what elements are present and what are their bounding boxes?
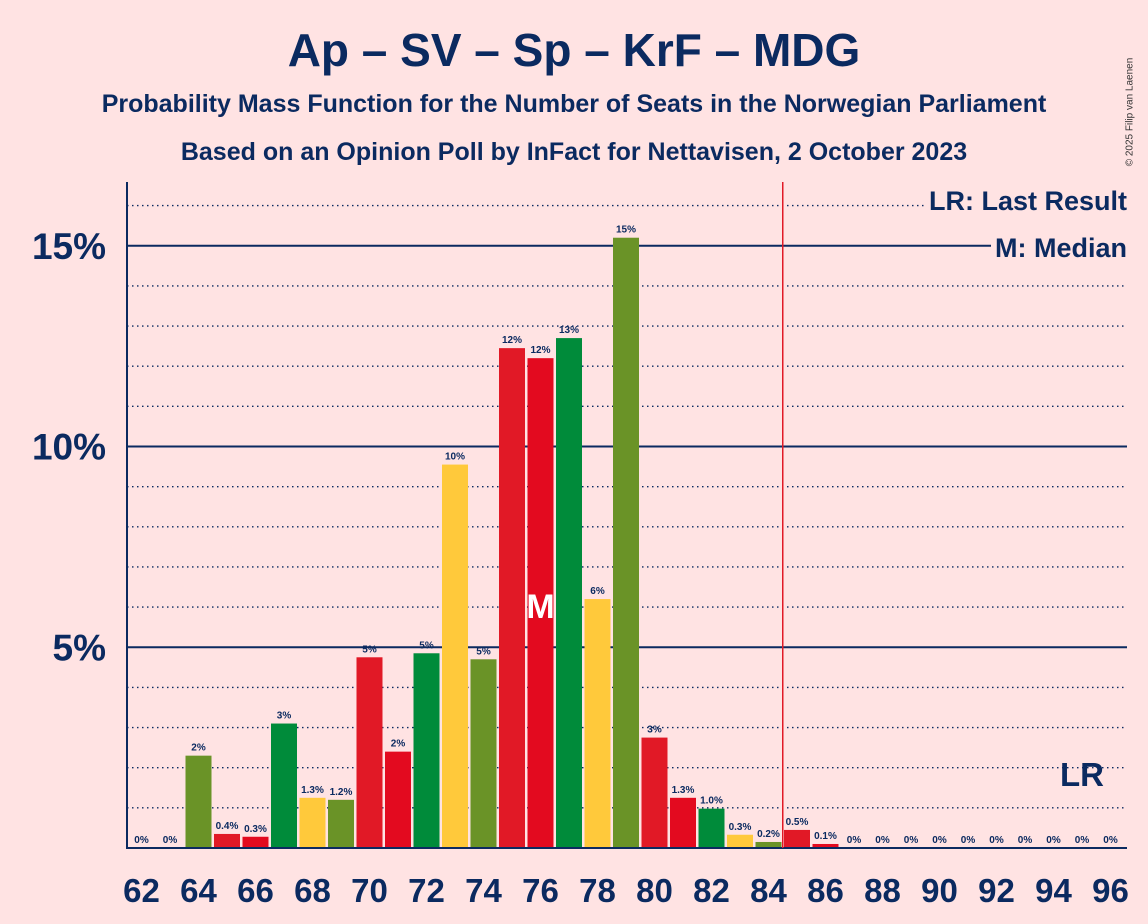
legend-last-result: LR: Last Result [929, 186, 1127, 216]
bar-seat-73 [442, 464, 468, 848]
bar-value-labels: 0% 0% 2% 0.4% 0.3% 3% 1.3% 1.2% 5% 2% 5% 10% 5% 12% 12… [134, 225, 1118, 846]
bar-seat-68 [299, 797, 326, 848]
bar-value-label: 1.3% [672, 785, 695, 796]
bar-value-label: 0% [1018, 835, 1033, 846]
bar-value-label: 5% [476, 646, 491, 657]
x-tick-label: 80 [636, 872, 673, 909]
x-tick-label: 96 [1092, 872, 1129, 909]
bar-value-label: 0% [1046, 835, 1061, 846]
markers: M LR [526, 182, 1104, 848]
chart-subtitle-method: Probability Mass Function for the Number… [101, 90, 1047, 118]
bar-value-label: 0% [1075, 835, 1090, 846]
x-tick-label: 70 [351, 872, 388, 909]
bar-value-label: 1.2% [330, 787, 353, 798]
bar-value-label: 13% [559, 325, 579, 336]
bar-seat-84 [755, 841, 782, 848]
x-tick-label: 82 [693, 872, 730, 909]
bar-value-label: 0% [989, 835, 1004, 846]
bar-value-label: 5% [362, 644, 377, 655]
bar-seat-74 [470, 659, 497, 848]
chart-subtitle-poll: Based on an Opinion Poll by InFact for N… [180, 138, 968, 166]
bar-seat-72 [413, 653, 440, 848]
x-tick-label: 68 [294, 872, 331, 909]
x-tick-label: 76 [522, 872, 559, 909]
chart-title: Ap – SV – Sp – KrF – MDG [287, 24, 861, 76]
bar-value-label: 12% [530, 345, 550, 356]
bar-value-label: 0% [875, 835, 890, 846]
bar-seat-76 [527, 358, 554, 848]
bar-value-label: 3% [277, 711, 292, 722]
legend-backdrop [924, 186, 1127, 216]
median-marker: M [526, 588, 554, 626]
y-tick-label: 5% [53, 627, 106, 668]
x-tick-label: 86 [807, 872, 844, 909]
bar-value-label: 1.0% [700, 796, 723, 807]
last-result-marker: LR [1060, 756, 1104, 793]
x-tick-label: 66 [237, 872, 274, 909]
bar-value-label: 0.3% [244, 824, 267, 835]
x-tick-label: 92 [978, 872, 1015, 909]
bar-value-label: 0.2% [757, 829, 780, 840]
bar-value-label: 1.3% [301, 785, 324, 796]
bar-seat-77 [556, 338, 582, 848]
bars [185, 237, 839, 849]
bar-seat-66 [242, 836, 269, 848]
x-tick-label: 62 [123, 872, 160, 909]
bar-seat-64 [185, 755, 212, 848]
x-tick-label: 90 [921, 872, 958, 909]
bar-seat-85 [784, 829, 810, 848]
y-tick-label: 10% [32, 427, 106, 468]
bar-seat-80 [641, 737, 668, 848]
bar-value-label: 0% [847, 835, 862, 846]
x-tick-label: 74 [465, 872, 502, 909]
bar-seat-71 [385, 751, 411, 848]
bar-seat-67 [271, 723, 297, 848]
bar-value-label: 12% [502, 335, 522, 346]
bar-value-label: 2% [191, 743, 206, 754]
bar-seat-75 [499, 348, 525, 848]
bar-seat-78 [584, 599, 611, 848]
bar-seat-82 [698, 808, 725, 848]
x-tick-label: 94 [1035, 872, 1072, 909]
x-tick-label: 64 [180, 872, 217, 909]
bar-seat-70 [356, 657, 383, 848]
x-tick-label: 72 [408, 872, 445, 909]
legend-median: M: Median [995, 233, 1127, 263]
bar-value-label: 0% [134, 835, 149, 846]
bar-value-label: 5% [419, 640, 434, 651]
bar-value-label: 0% [932, 835, 947, 846]
bar-value-label: 0% [163, 835, 178, 846]
bar-value-label: 0% [1103, 835, 1118, 846]
bar-value-label: 6% [590, 586, 605, 597]
x-tick-label: 88 [864, 872, 901, 909]
bar-seat-65 [214, 833, 240, 848]
bar-value-label: 0.3% [729, 822, 752, 833]
bar-value-label: 0.1% [814, 831, 837, 842]
axes: 5% 10% 15% 62 64 66 68 70 72 74 76 78 80 82 84 86 88 90 92… [32, 182, 1129, 909]
bar-seat-83 [727, 834, 753, 848]
bar-value-label: 0.4% [216, 821, 239, 832]
bar-seat-81 [670, 797, 696, 848]
bar-value-label: 3% [647, 725, 662, 736]
y-tick-label: 15% [32, 226, 106, 267]
bar-value-label: 0% [904, 835, 919, 846]
bar-seat-86 [812, 843, 839, 848]
bar-seat-69 [328, 799, 354, 848]
bar-value-label: 10% [445, 452, 465, 463]
bar-seat-79 [613, 237, 639, 849]
bar-value-label: 15% [616, 225, 636, 236]
bar-value-label: 0.5% [786, 817, 809, 828]
bar-value-label: 2% [391, 739, 406, 750]
legend-backdrop [991, 233, 1127, 263]
x-tick-label: 84 [750, 872, 787, 909]
bar-value-label: 0% [961, 835, 976, 846]
x-tick-label: 78 [579, 872, 616, 909]
